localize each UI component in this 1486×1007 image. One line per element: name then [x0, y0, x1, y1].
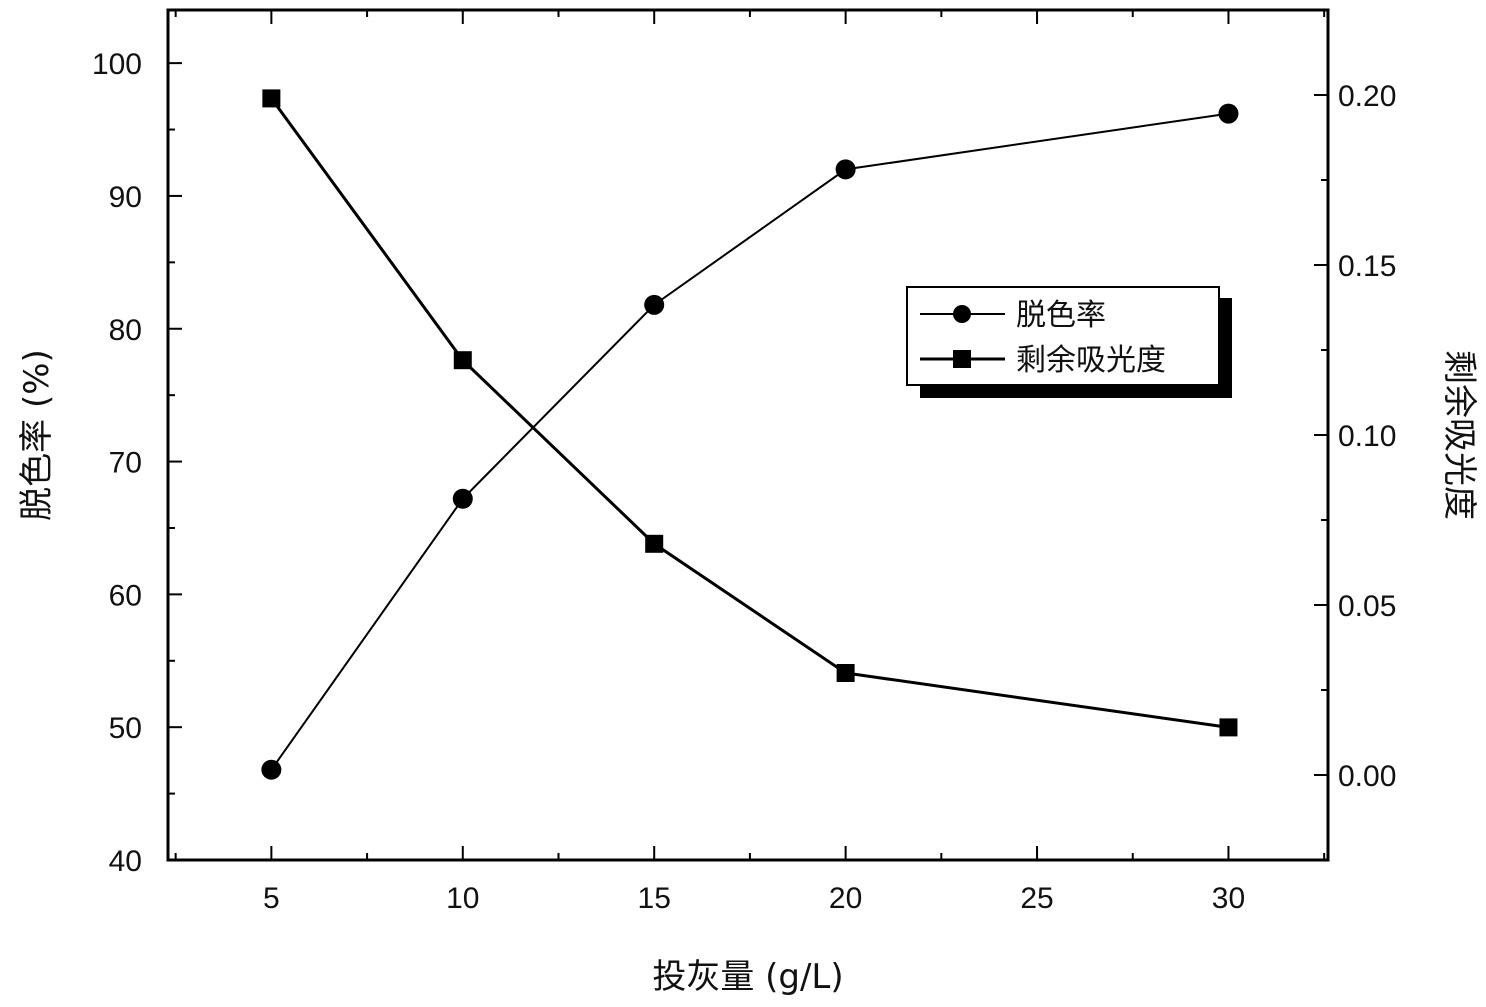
right-y-axis-title: 剩余吸光度: [1439, 350, 1479, 520]
y-right-tick-label: 0.10: [1338, 420, 1396, 453]
x-tick-label: 10: [446, 882, 479, 915]
x-tick-label: 30: [1212, 882, 1245, 915]
y-left-tick-label: 100: [92, 48, 142, 81]
y-left-tick-label: 80: [109, 314, 142, 347]
data-series: [261, 89, 1239, 780]
data-point-circle: [644, 294, 665, 315]
y-left-tick-label: 50: [109, 712, 142, 745]
legend-marker-square: [953, 350, 971, 368]
x-axis-title: 投灰量 (g/L): [652, 957, 843, 997]
y-left-tick-label: 60: [109, 579, 142, 612]
y-left-tick-label: 40: [109, 845, 142, 878]
data-point-square: [262, 89, 281, 108]
legend: 脱色率 剩余吸光度: [906, 286, 1232, 398]
series-line-1: [270, 112, 1229, 771]
y-right-tick-label: 0.15: [1338, 250, 1396, 283]
data-point-square: [645, 534, 664, 553]
data-point-circle: [835, 159, 856, 180]
data-point-square: [836, 664, 855, 682]
y-left-tick-label: 70: [109, 447, 142, 480]
x-tick-label: 5: [263, 882, 280, 915]
legend-label-absorbance: 剩余吸光度: [1016, 343, 1166, 378]
x-tick-label: 20: [829, 882, 862, 915]
y-right-tick-label: 0.20: [1338, 80, 1396, 113]
data-point-circle: [261, 759, 282, 780]
x-tick-label: 25: [1020, 882, 1053, 915]
y-right-tick-label: 0.00: [1338, 760, 1396, 793]
series-line-2: [270, 97, 1229, 729]
plot-frame: [166, 8, 1330, 862]
y-left-tick-label: 90: [109, 181, 142, 214]
data-point-square: [1219, 718, 1238, 737]
legend-label-decolorization: 脱色率: [1016, 298, 1106, 333]
x-tick-label: 15: [638, 882, 671, 915]
left-y-axis-title: 脱色率 (%): [17, 349, 57, 521]
data-point-circle: [1218, 103, 1239, 124]
axis-ticks: 5 10 15 20 25 30 40 50 60 70 80 90 100 0.00 0.05 0.10 0.…: [92, 9, 1396, 915]
data-point-square: [453, 351, 472, 370]
y-right-tick-label: 0.05: [1338, 590, 1396, 623]
legend-marker-circle: [953, 305, 971, 323]
legend-box: [906, 286, 1220, 386]
data-point-circle: [452, 488, 473, 509]
